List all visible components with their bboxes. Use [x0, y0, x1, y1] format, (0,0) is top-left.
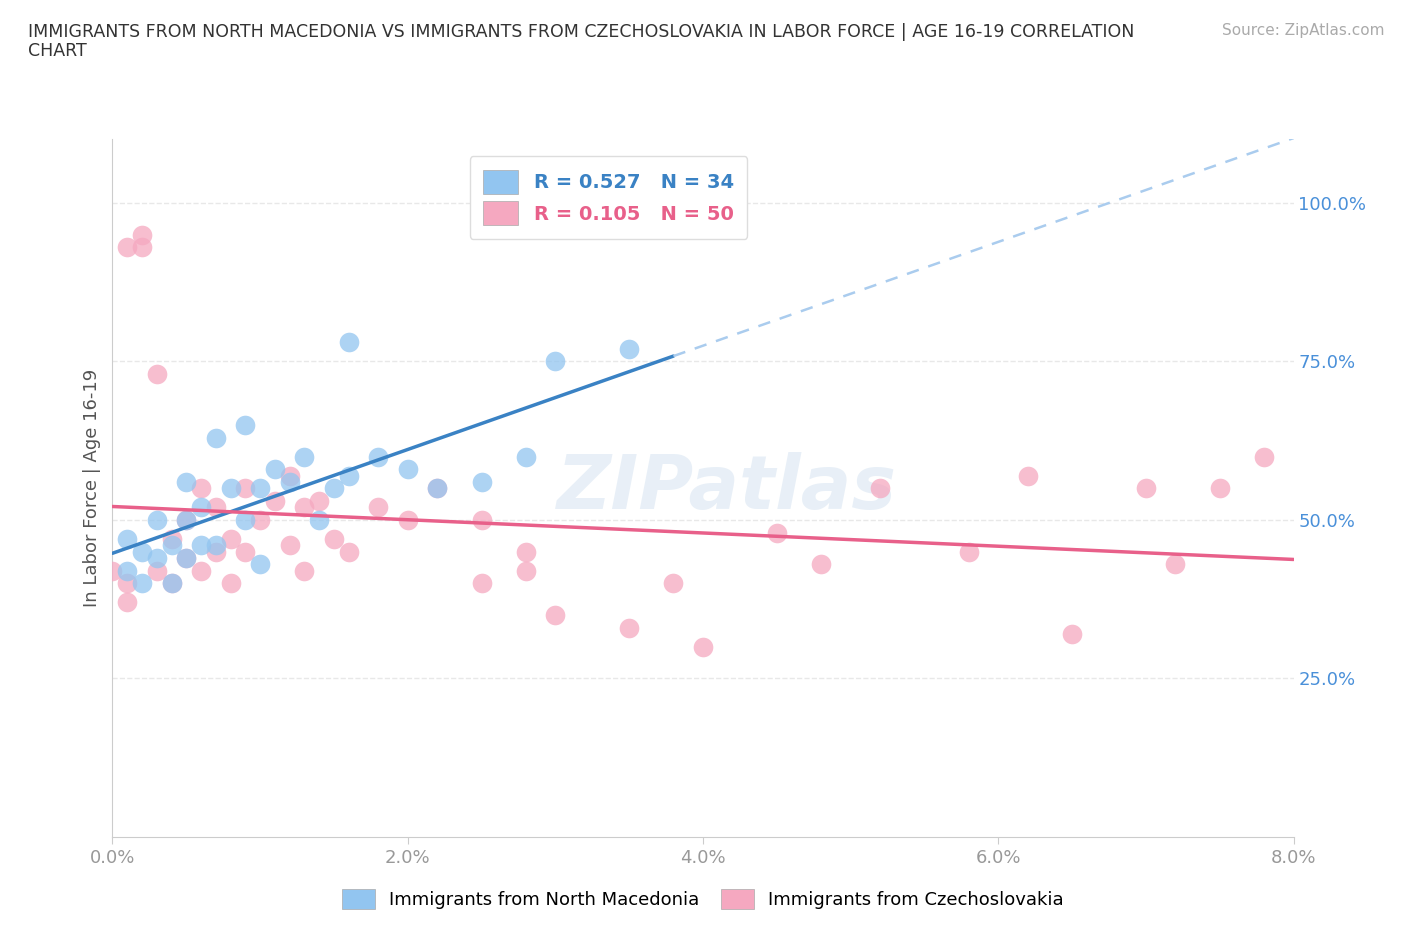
Point	[1062, 627, 1084, 642]
Point	[278, 538, 301, 552]
Point	[308, 512, 330, 527]
Point	[146, 564, 169, 578]
Point	[174, 551, 197, 565]
Point	[233, 512, 256, 527]
Point	[1164, 557, 1187, 572]
Point	[278, 468, 301, 483]
Point	[323, 532, 346, 547]
Point	[205, 499, 228, 514]
Point	[233, 481, 256, 496]
Point	[146, 366, 169, 381]
Point	[174, 474, 197, 489]
Point	[869, 481, 891, 496]
Point	[117, 595, 138, 610]
Point	[117, 240, 138, 255]
Point	[367, 499, 389, 514]
Point	[544, 354, 567, 369]
Point	[662, 576, 685, 591]
Point	[544, 607, 567, 622]
Point	[810, 557, 832, 572]
Point	[146, 551, 169, 565]
Text: Source: ZipAtlas.com: Source: ZipAtlas.com	[1222, 23, 1385, 38]
Point	[292, 499, 315, 514]
Point	[765, 525, 787, 540]
Point	[471, 512, 494, 527]
Point	[205, 430, 228, 445]
Point	[426, 481, 449, 496]
Point	[1208, 481, 1232, 496]
Point	[174, 551, 197, 565]
Point	[101, 564, 124, 578]
Text: ZIPatlas: ZIPatlas	[557, 452, 897, 525]
Point	[190, 481, 212, 496]
Point	[160, 532, 183, 547]
Point	[337, 335, 360, 350]
Point	[1253, 449, 1275, 464]
Point	[131, 544, 153, 559]
Point	[219, 576, 242, 591]
Point	[292, 564, 315, 578]
Point	[205, 544, 228, 559]
Point	[219, 481, 242, 496]
Point	[1135, 481, 1157, 496]
Point	[233, 544, 256, 559]
Point	[264, 462, 287, 477]
Point	[264, 494, 287, 509]
Point	[957, 544, 980, 559]
Point	[249, 557, 271, 572]
Point	[249, 481, 271, 496]
Point	[692, 639, 714, 654]
Point	[219, 532, 242, 547]
Point	[515, 564, 537, 578]
Point	[131, 576, 153, 591]
Point	[174, 512, 197, 527]
Point	[1017, 468, 1039, 483]
Legend: R = 0.527   N = 34, R = 0.105   N = 50: R = 0.527 N = 34, R = 0.105 N = 50	[470, 156, 748, 239]
Point	[515, 544, 537, 559]
Point	[323, 481, 346, 496]
Y-axis label: In Labor Force | Age 16-19: In Labor Force | Age 16-19	[83, 369, 101, 607]
Point	[190, 538, 212, 552]
Point	[396, 512, 419, 527]
Text: CHART: CHART	[28, 42, 87, 60]
Point	[292, 449, 315, 464]
Point	[619, 620, 641, 635]
Point	[233, 418, 256, 432]
Point	[367, 449, 389, 464]
Point	[337, 544, 360, 559]
Point	[249, 512, 271, 527]
Point	[190, 499, 212, 514]
Point	[396, 462, 419, 477]
Point	[160, 538, 183, 552]
Point	[619, 341, 641, 356]
Point	[117, 532, 138, 547]
Point	[160, 576, 183, 591]
Point	[205, 538, 228, 552]
Point	[426, 481, 449, 496]
Point	[515, 449, 537, 464]
Point	[337, 468, 360, 483]
Point	[471, 474, 494, 489]
Point	[131, 227, 153, 242]
Text: IMMIGRANTS FROM NORTH MACEDONIA VS IMMIGRANTS FROM CZECHOSLOVAKIA IN LABOR FORCE: IMMIGRANTS FROM NORTH MACEDONIA VS IMMIG…	[28, 23, 1135, 41]
Point	[278, 474, 301, 489]
Point	[160, 576, 183, 591]
Point	[117, 576, 138, 591]
Legend: Immigrants from North Macedonia, Immigrants from Czechoslovakia: Immigrants from North Macedonia, Immigra…	[335, 882, 1071, 916]
Point	[174, 512, 197, 527]
Point	[471, 576, 494, 591]
Point	[131, 240, 153, 255]
Point	[146, 512, 169, 527]
Point	[117, 564, 138, 578]
Point	[308, 494, 330, 509]
Point	[190, 564, 212, 578]
